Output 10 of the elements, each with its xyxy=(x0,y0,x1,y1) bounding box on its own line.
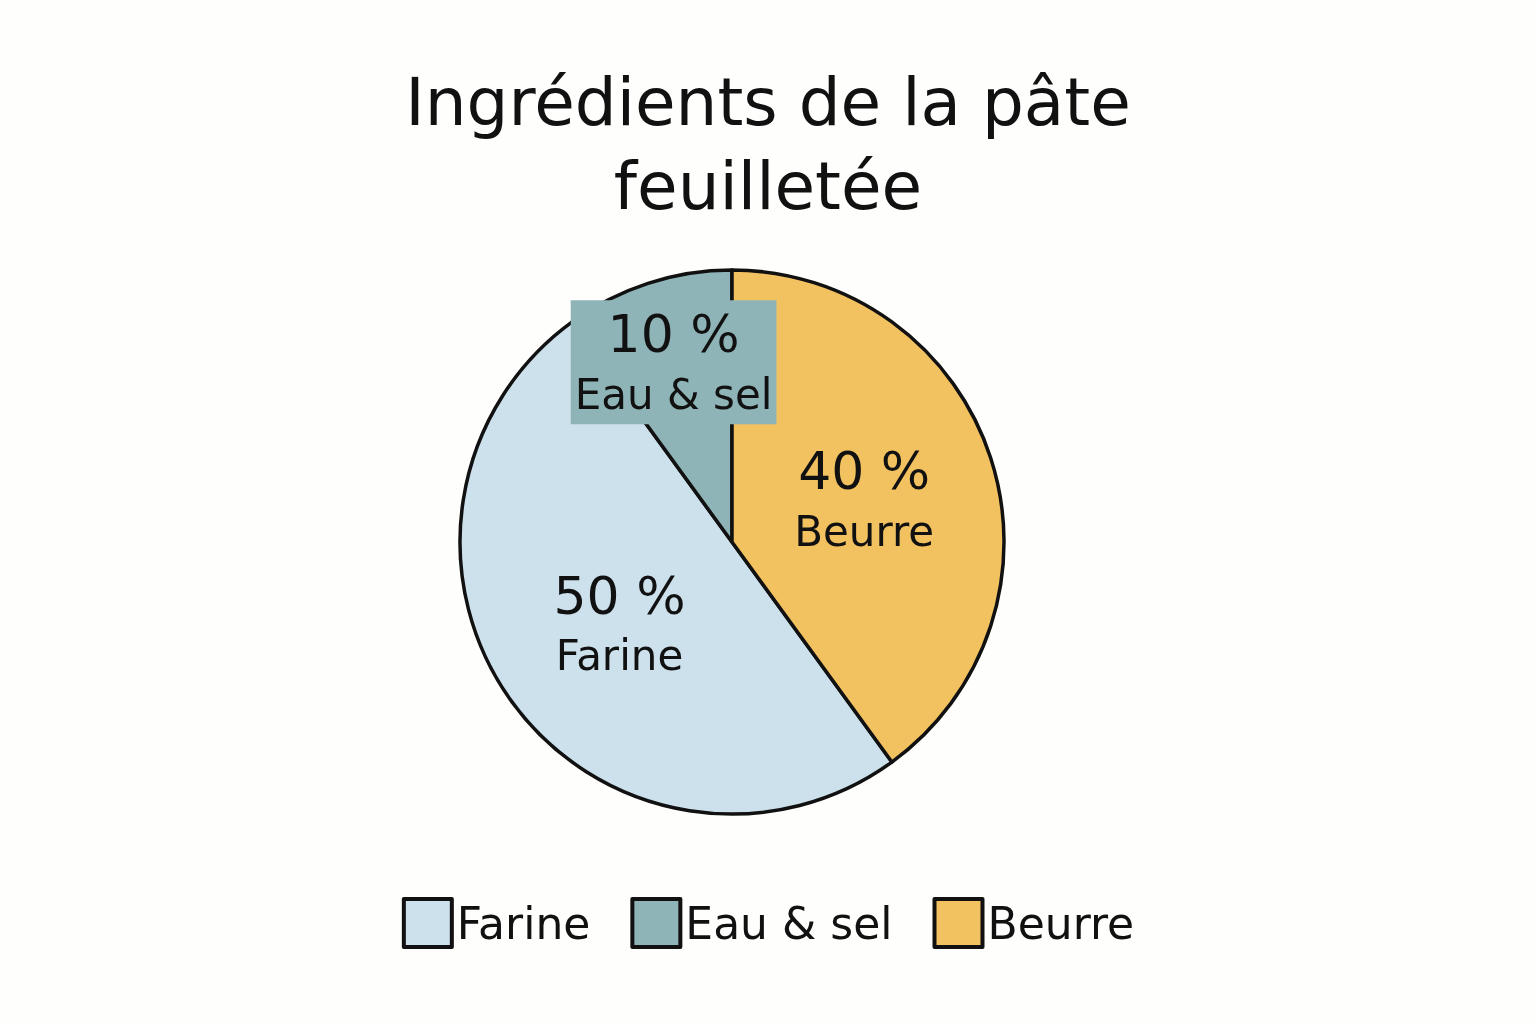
data-label: 40 % xyxy=(798,441,931,502)
slice-label: Farine xyxy=(555,631,684,681)
data-label: 50 % xyxy=(553,565,686,626)
chart-title: Ingrédients de la pâte feuilletée xyxy=(405,63,1131,225)
data-label: 10 % xyxy=(607,304,740,365)
legend-label: Farine xyxy=(456,897,591,949)
slice-label: Beurre xyxy=(794,506,935,556)
legend-label: Beurre xyxy=(987,897,1135,949)
slice-label: Eau & sel xyxy=(574,369,773,419)
legend-label: Eau & sel xyxy=(685,897,893,949)
